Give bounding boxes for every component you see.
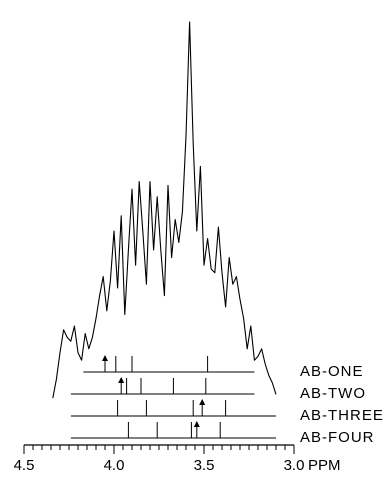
x-tick-label: 4.5 (14, 457, 35, 474)
stick-spectrum-row: AB-THREE (70, 399, 384, 424)
arrow-head (118, 377, 125, 383)
stick-row-label: AB-TWO (300, 385, 366, 402)
x-tick-label: 3.0 (284, 457, 305, 474)
stick-row-label: AB-FOUR (300, 429, 375, 446)
arrow-head (102, 355, 108, 361)
x-axis-unit: PPM (308, 457, 341, 474)
x-tick-label: 4.0 (104, 457, 125, 474)
spectrum-trace (52, 21, 277, 399)
arrow-head (199, 399, 206, 405)
x-axis: 4.5 4.0 3.5 3.0 PPM (14, 444, 341, 474)
stick-spectrum-row: AB-FOUR (70, 421, 375, 446)
stick-spectrum-row: AB-TWO (70, 377, 366, 402)
stick-spectra: AB-ONE AB-TWO AB-THREE AB-FOUR (70, 355, 384, 446)
stick-row-label: AB-ONE (300, 363, 364, 380)
stick-row-label: AB-THREE (300, 407, 384, 424)
stick-spectrum-row: AB-ONE (83, 355, 363, 380)
x-tick-label: 3.5 (194, 457, 215, 474)
arrow-head (193, 421, 200, 427)
